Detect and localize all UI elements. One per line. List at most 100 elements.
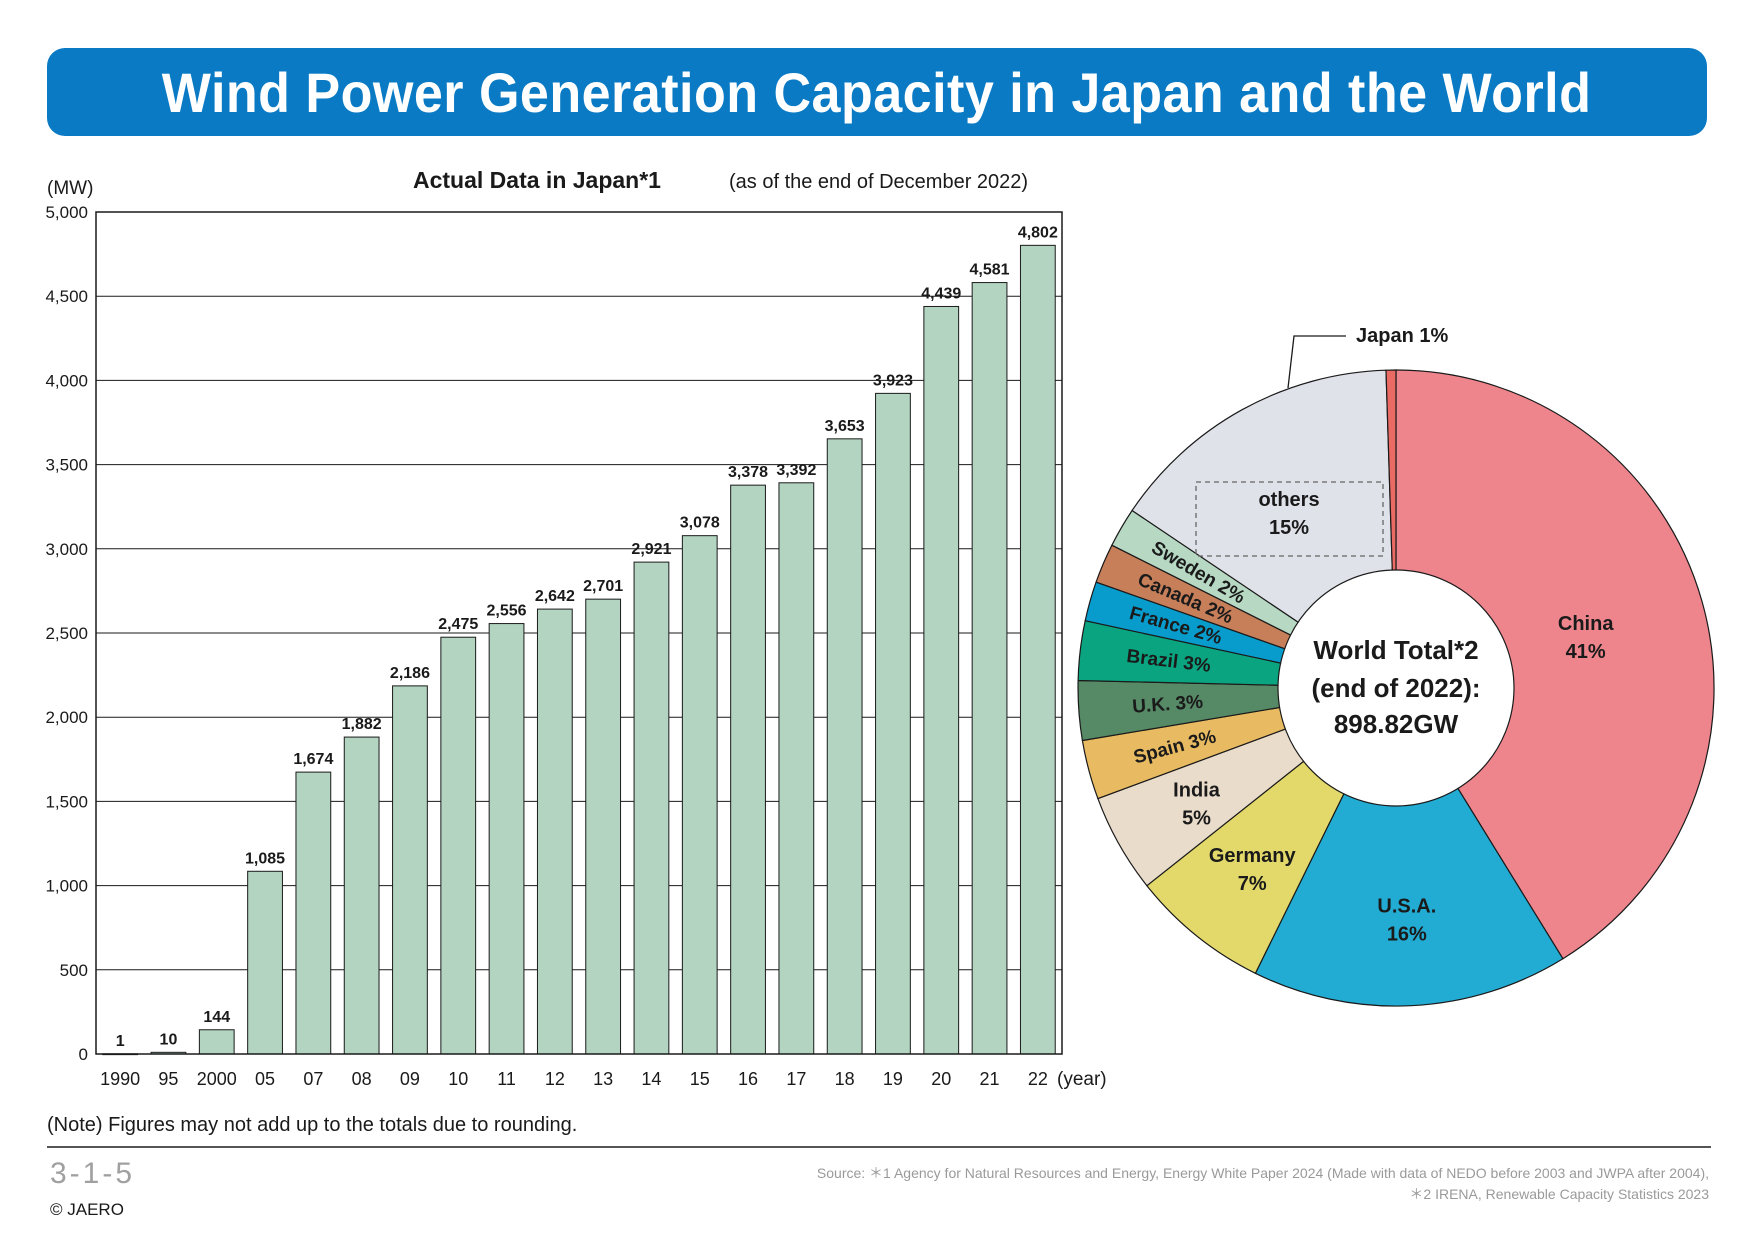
slice-label-name: U.S.A. [1377,896,1436,918]
bar-20 [923,305,960,1055]
pie-center-hole [1277,569,1515,807]
x-tick-label: 17 [786,1069,806,1089]
bar-value-label: 1,882 [342,716,382,733]
x-tick-label: 11 [497,1069,516,1089]
y-tick-label: 2,500 [45,624,88,643]
x-tick-label: 05 [255,1069,275,1089]
bar-value-label: 2,556 [487,603,527,620]
bar-10 [440,636,477,1055]
bar-value-label: 1 [116,1033,125,1050]
slice-label-percent: 41% [1566,641,1606,663]
source-line-1: Source: ＊1 Agency for Natural Resources … [816,1165,1709,1181]
copyright: © JAERO [50,1200,124,1219]
y-axis-unit-label: (MW) [47,178,93,199]
pie-center-label-line3: 898.82GW [1334,709,1459,739]
x-tick-label: 2000 [197,1069,237,1089]
others-label-box [1195,481,1384,557]
bar-value-label: 4,439 [921,285,961,302]
bar-07 [295,771,332,1055]
bar-chart-subtitle: (as of the end of December 2022) [729,171,1028,193]
slice-label-percent: 16% [1387,924,1427,946]
bar-08 [343,736,380,1055]
bar-value-label: 2,701 [583,578,623,595]
bar-value-label: 3,378 [728,464,768,481]
bar-18 [826,438,863,1055]
slice-china [1395,369,1715,960]
x-tick-label: 22 [1028,1069,1048,1089]
y-tick-label: 3,000 [45,540,88,559]
bar-19 [875,392,911,1055]
x-tick-label: 18 [835,1069,855,1089]
bar-chart: Actual Data in Japan*1 (as of the end of… [45,167,1106,1090]
bar-value-label: 3,923 [873,372,913,389]
y-tick-label: 5,000 [45,203,88,222]
footnote-rounding: (Note) Figures may not add up to the tot… [47,1114,578,1136]
bar-value-label: 10 [160,1031,178,1048]
y-tick-label: 4,500 [45,287,88,306]
x-tick-labels: 1990 95 2000 05 07 08 09 10 11 12 13 14 15 16 17 18 19 20… [100,1069,1048,1089]
bar-series [102,244,1056,1056]
grid-lines [96,295,1062,971]
bar-09 [392,685,428,1055]
page-number: 3-1-5 [50,1157,136,1190]
x-tick-label: 14 [641,1069,661,1089]
x-tick-label: 16 [738,1069,758,1089]
x-tick-label: 12 [545,1069,565,1089]
x-tick-label: 13 [593,1069,613,1089]
slice-label-name: Germany [1209,845,1297,867]
x-tick-label: 07 [303,1069,323,1089]
y-tick-label: 2,000 [45,708,88,727]
page-title: Wind Power Generation Capacity in Japan … [162,60,1592,124]
bar-chart-title: Actual Data in Japan*1 [413,167,661,193]
bar-value-label: 2,921 [631,541,671,558]
footer-divider [47,1146,1711,1148]
bar-14 [633,561,670,1055]
x-tick-label: 1990 [100,1069,140,1089]
slice-label-name: India [1173,779,1221,801]
x-tick-label: 09 [400,1069,420,1089]
pie-center-label-line2: (end of 2022): [1311,673,1480,703]
bar-17 [778,482,815,1055]
bar-2000 [198,1029,235,1055]
bar-12 [536,608,573,1055]
bar-22 [1019,244,1056,1055]
bar-15 [681,535,718,1055]
bar-value-label: 4,581 [970,262,1010,279]
pie-slices [1077,369,1715,1007]
slice-label-percent: 5% [1182,807,1211,829]
bar-05 [247,870,283,1055]
x-tick-label: 20 [931,1069,951,1089]
plot-frame [95,211,1063,1055]
bar-value-label: 4,802 [1018,224,1058,241]
y-tick-label: 3,500 [45,456,88,475]
bar-16 [730,484,766,1055]
source-line-2: ＊2 IRENA, Renewable Capacity Statistics … [1409,1186,1709,1202]
title-banner: Wind Power Generation Capacity in Japan … [47,48,1707,136]
y-tick-label: 500 [60,961,88,980]
y-tick-label: 0 [79,1045,88,1064]
bar-value-label: 3,392 [776,462,816,479]
x-tick-label: 08 [352,1069,372,1089]
slice-label-percent: 15% [1269,517,1309,539]
x-tick-label: 21 [980,1069,1000,1089]
slice-usa [1254,686,1564,1007]
pie-center-label-line1: World Total*2 [1313,635,1478,665]
slice-label: U.K. 3% [1132,692,1204,718]
x-tick-label: 10 [448,1069,468,1089]
y-tick-label: 1,000 [45,877,88,896]
y-tick-label: 1,500 [45,792,88,811]
japan-leader-line [1287,335,1346,389]
slice-label-name: others [1258,489,1319,511]
bar-value-label: 1,674 [293,751,333,768]
y-tick-label: 4,000 [45,371,88,390]
bar-value-label: 2,475 [438,616,478,633]
bar-value-label: 3,078 [680,515,720,532]
source-citation: Source: ＊1 Agency for Natural Resources … [817,1163,1709,1205]
slice-label-percent: 7% [1238,873,1267,895]
x-tick-label: 95 [158,1069,178,1089]
bar-21 [971,282,1008,1055]
bar-value-label: 2,642 [535,588,575,605]
bar-value-labels: 1 10 144 1,085 1,674 1,882 2,186 2,475 2,556 2,64… [116,224,1058,1049]
